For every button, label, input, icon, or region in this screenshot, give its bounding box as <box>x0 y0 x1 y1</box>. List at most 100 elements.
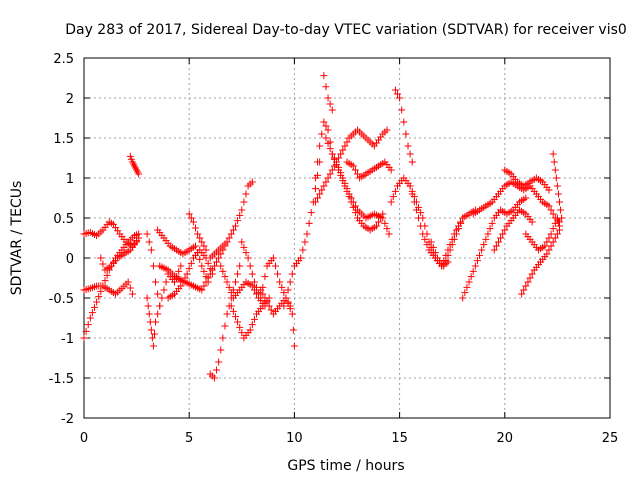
series-s13 <box>206 178 256 262</box>
data-point <box>446 246 454 254</box>
data-point <box>328 106 336 114</box>
data-point <box>149 262 157 270</box>
data-point <box>244 254 252 262</box>
data-point <box>215 358 223 366</box>
data-point <box>192 242 200 250</box>
data-point <box>135 230 143 238</box>
data-point <box>326 145 334 153</box>
data-point <box>522 282 530 290</box>
series-s12 <box>206 262 244 382</box>
data-point <box>217 262 225 270</box>
data-point <box>145 310 153 318</box>
data-point <box>231 222 239 230</box>
series-s3 <box>80 278 136 298</box>
data-point <box>288 310 296 318</box>
data-point <box>524 278 532 286</box>
data-point <box>198 262 206 270</box>
data-point <box>419 230 427 238</box>
data-point <box>459 214 467 222</box>
data-point <box>341 182 349 190</box>
data-point <box>259 290 267 298</box>
series-s14 <box>217 262 269 310</box>
data-point <box>492 242 500 250</box>
data-point <box>528 270 536 278</box>
data-point <box>231 278 239 286</box>
data-point <box>372 222 380 230</box>
data-point <box>126 284 134 292</box>
series-s26 <box>406 182 479 270</box>
data-point <box>383 225 391 233</box>
grid <box>84 58 610 418</box>
data-point <box>337 171 345 179</box>
data-point <box>248 282 256 290</box>
data-point <box>175 267 183 275</box>
data-point <box>97 254 105 262</box>
data-point <box>328 150 336 158</box>
data-point <box>444 251 452 259</box>
data-point <box>229 307 237 315</box>
data-point <box>194 230 202 238</box>
series-s5 <box>126 152 143 178</box>
data-point <box>469 267 477 275</box>
data-point <box>282 294 290 302</box>
data-point <box>501 226 509 234</box>
data-point <box>133 238 141 246</box>
data-point <box>328 166 336 174</box>
x-tick-label: 0 <box>80 431 88 446</box>
data-point <box>553 230 561 238</box>
y-tick-labels: -2 -1.5 -1 -0.5 0 0.5 1 1.5 2 2.5 <box>49 52 74 427</box>
data-point <box>393 90 401 98</box>
data-point <box>335 154 343 162</box>
data-point <box>149 342 157 350</box>
data-point <box>189 218 197 226</box>
data-point <box>223 310 231 318</box>
data-point <box>297 254 305 262</box>
data-point <box>177 262 185 270</box>
x-tick-label: 20 <box>497 431 514 446</box>
data-point <box>389 193 397 201</box>
series-s24 <box>391 86 416 166</box>
data-point <box>417 209 425 217</box>
data-point <box>316 142 324 150</box>
data-point <box>556 222 564 230</box>
data-point <box>551 166 559 174</box>
data-point <box>236 323 244 331</box>
data-point <box>553 182 561 190</box>
series-s22 <box>320 72 336 114</box>
data-point <box>339 177 347 185</box>
data-point <box>286 302 294 310</box>
data-point <box>324 139 332 147</box>
data-point <box>461 289 469 297</box>
data-point <box>543 238 551 246</box>
data-point <box>450 235 458 243</box>
data-point <box>324 94 332 102</box>
y-tick-label: 2.5 <box>53 52 74 67</box>
data-point <box>320 72 328 80</box>
series-s30 <box>490 206 536 254</box>
data-point <box>554 218 562 226</box>
data-point <box>324 126 332 134</box>
data-point <box>427 238 435 246</box>
data-point <box>442 257 450 265</box>
data-point <box>219 267 227 275</box>
data-point <box>554 190 562 198</box>
data-point <box>440 262 448 270</box>
data-point <box>143 230 151 238</box>
series-s27 <box>427 214 467 270</box>
data-point <box>213 258 221 266</box>
data-point <box>330 155 338 163</box>
data-point <box>200 242 208 250</box>
data-point <box>181 274 189 282</box>
data-point <box>349 203 357 211</box>
data-point <box>497 234 505 242</box>
data-point <box>404 142 412 150</box>
data-point <box>202 278 210 286</box>
data-point <box>552 174 560 182</box>
data-point <box>494 238 502 246</box>
series-s11 <box>185 210 210 254</box>
y-tick-label: 1 <box>66 172 74 187</box>
data-point <box>547 242 555 250</box>
data-point <box>320 182 328 190</box>
data-point <box>234 270 242 278</box>
data-point <box>240 198 248 206</box>
